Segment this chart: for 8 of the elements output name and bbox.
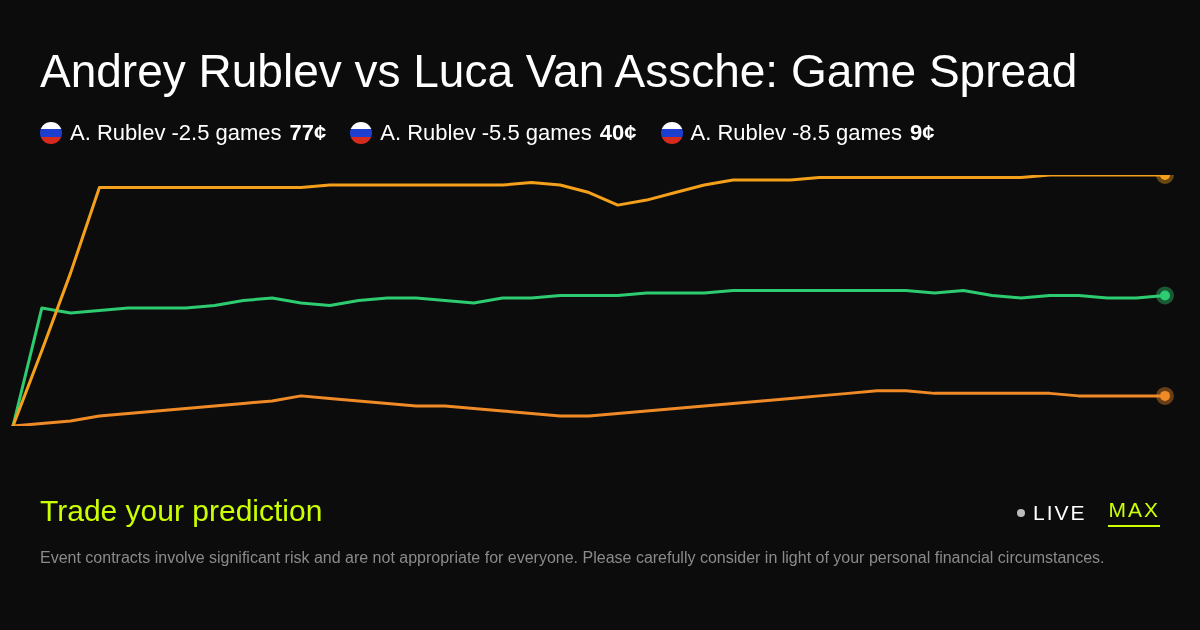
legend-label: A. Rublev -2.5 games 77¢ bbox=[70, 120, 327, 146]
text: Trade your prediction bbox=[40, 494, 323, 528]
text: LIVE bbox=[1032, 500, 1087, 525]
legend-label: A. Rublev -5.5 games 40¢ bbox=[380, 120, 637, 146]
text: Event contracts involve significant risk and are not appropriate for everyone. Please carefully consider in light of your personal financial circumstances. bbox=[40, 548, 1106, 568]
legend-label: A. Rublev -8.5 games 9¢ bbox=[690, 120, 935, 146]
text: MAX bbox=[1108, 498, 1160, 527]
chart-title: Andrey Rublev vs Luca Van Assche: Game Spread bbox=[40, 44, 1078, 98]
